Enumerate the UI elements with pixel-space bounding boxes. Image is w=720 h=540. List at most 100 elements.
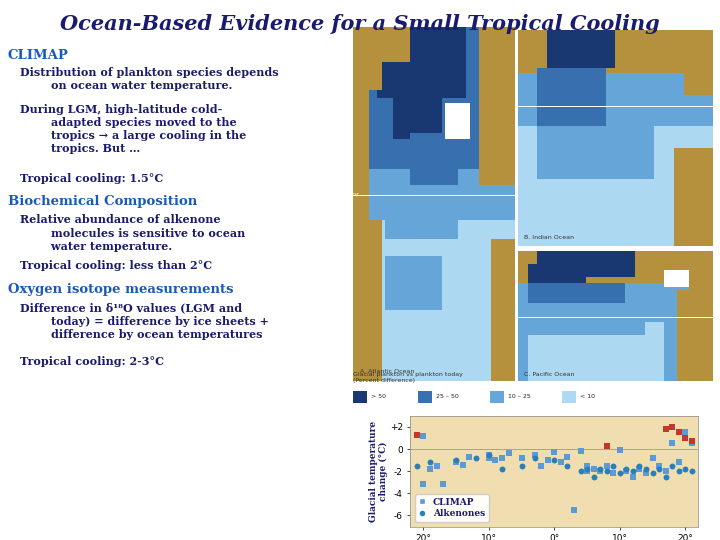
Point bbox=[601, 441, 613, 450]
Text: Ocean-Based Evidence for a Small Tropical Cooling: Ocean-Based Evidence for a Small Tropica… bbox=[60, 14, 660, 33]
Point bbox=[673, 428, 685, 437]
Point bbox=[562, 461, 573, 470]
Point bbox=[614, 446, 626, 455]
Point bbox=[660, 472, 672, 481]
Y-axis label: Glacial temperature
change (°C): Glacial temperature change (°C) bbox=[369, 421, 388, 522]
Point bbox=[581, 461, 593, 470]
Legend: CLIMAP, Alkenones: CLIMAP, Alkenones bbox=[415, 494, 489, 522]
Text: During LGM, high-latitude cold-
        adapted species moved to the
        tro: During LGM, high-latitude cold- adapted … bbox=[20, 104, 246, 154]
Point bbox=[418, 480, 429, 489]
Point bbox=[614, 469, 626, 478]
Point bbox=[549, 456, 560, 464]
Text: < 10: < 10 bbox=[580, 394, 595, 399]
Bar bbox=[418, 391, 432, 403]
Point bbox=[595, 464, 606, 473]
Point bbox=[667, 461, 678, 470]
Point bbox=[608, 469, 619, 478]
Point bbox=[424, 464, 436, 473]
Point bbox=[647, 469, 658, 478]
Text: 25 – 50: 25 – 50 bbox=[436, 394, 459, 399]
Point bbox=[667, 422, 678, 431]
Point bbox=[653, 464, 665, 473]
Text: Oxygen isotope measurements: Oxygen isotope measurements bbox=[8, 283, 233, 296]
Point bbox=[529, 450, 541, 459]
Point bbox=[490, 456, 501, 464]
Point bbox=[437, 480, 449, 489]
Point bbox=[667, 439, 678, 448]
Point bbox=[549, 448, 560, 457]
Point bbox=[621, 464, 632, 473]
Point bbox=[555, 458, 567, 467]
Point bbox=[627, 472, 639, 481]
Point bbox=[496, 464, 508, 473]
Point bbox=[640, 464, 652, 473]
Point bbox=[660, 467, 672, 476]
Bar bbox=[562, 391, 576, 403]
Point bbox=[680, 428, 691, 437]
Text: Tropical cooling: less than 2°C: Tropical cooling: less than 2°C bbox=[20, 260, 212, 271]
Point bbox=[562, 453, 573, 461]
Point bbox=[647, 454, 658, 462]
Text: C. Pacific Ocean: C. Pacific Ocean bbox=[524, 372, 575, 377]
Text: Tropical cooling: 2-3°C: Tropical cooling: 2-3°C bbox=[20, 356, 164, 367]
Bar bbox=[490, 391, 504, 403]
Point bbox=[411, 461, 423, 470]
Point bbox=[680, 464, 691, 473]
Point bbox=[424, 458, 436, 467]
Point bbox=[686, 467, 698, 476]
Text: Glacial plankton vs plankton today
(Percent difference): Glacial plankton vs plankton today (Perc… bbox=[353, 373, 463, 383]
Point bbox=[680, 434, 691, 442]
Point bbox=[601, 467, 613, 476]
Point bbox=[673, 458, 685, 467]
Point bbox=[451, 456, 462, 464]
Point bbox=[483, 450, 495, 459]
Point bbox=[536, 461, 547, 470]
Point bbox=[451, 458, 462, 467]
Point bbox=[431, 461, 442, 470]
Point bbox=[601, 461, 613, 470]
Text: Difference in δ¹⁸O values (LGM and
        today) = difference by ice sheets +
 : Difference in δ¹⁸O values (LGM and today… bbox=[20, 302, 269, 340]
Point bbox=[627, 467, 639, 476]
Point bbox=[686, 437, 698, 445]
Point bbox=[621, 467, 632, 476]
Text: Equator: Equator bbox=[334, 192, 359, 197]
Point bbox=[575, 447, 586, 456]
Text: Distribution of plankton species depends
        on ocean water temperature.: Distribution of plankton species depends… bbox=[20, 67, 279, 91]
Point bbox=[503, 449, 514, 458]
Text: CLIMAP: CLIMAP bbox=[8, 49, 69, 62]
Point bbox=[516, 461, 528, 470]
Point bbox=[640, 469, 652, 478]
Point bbox=[542, 456, 554, 464]
Point bbox=[673, 467, 685, 476]
Point bbox=[496, 454, 508, 462]
Bar bbox=[353, 391, 367, 403]
Point bbox=[529, 454, 541, 462]
Point bbox=[581, 467, 593, 476]
Point bbox=[634, 464, 645, 473]
Text: 10 – 25: 10 – 25 bbox=[508, 394, 531, 399]
Point bbox=[470, 454, 482, 462]
Text: B. Indian Ocean: B. Indian Ocean bbox=[524, 235, 574, 240]
Point bbox=[588, 472, 600, 481]
Text: Relative abundance of alkenone
        molecules is sensitive to ocean
        w: Relative abundance of alkenone molecules… bbox=[20, 214, 245, 252]
Point bbox=[457, 460, 469, 469]
Point bbox=[483, 450, 495, 459]
Point bbox=[653, 461, 665, 470]
Point bbox=[568, 505, 580, 514]
Point bbox=[418, 431, 429, 440]
Text: Biochemical Composition: Biochemical Composition bbox=[8, 195, 197, 208]
Text: A. Atlantic Ocean: A. Atlantic Ocean bbox=[360, 369, 415, 374]
Point bbox=[595, 467, 606, 476]
Text: > 50: > 50 bbox=[371, 394, 386, 399]
Point bbox=[581, 464, 593, 473]
Point bbox=[686, 439, 698, 448]
Point bbox=[588, 464, 600, 473]
Point bbox=[608, 461, 619, 470]
Text: Tropical cooling: 1.5°C: Tropical cooling: 1.5°C bbox=[20, 173, 163, 184]
Point bbox=[634, 461, 645, 470]
Point bbox=[575, 467, 586, 476]
Point bbox=[660, 425, 672, 434]
Point bbox=[680, 434, 691, 442]
Point bbox=[516, 454, 528, 462]
Point bbox=[464, 453, 475, 461]
